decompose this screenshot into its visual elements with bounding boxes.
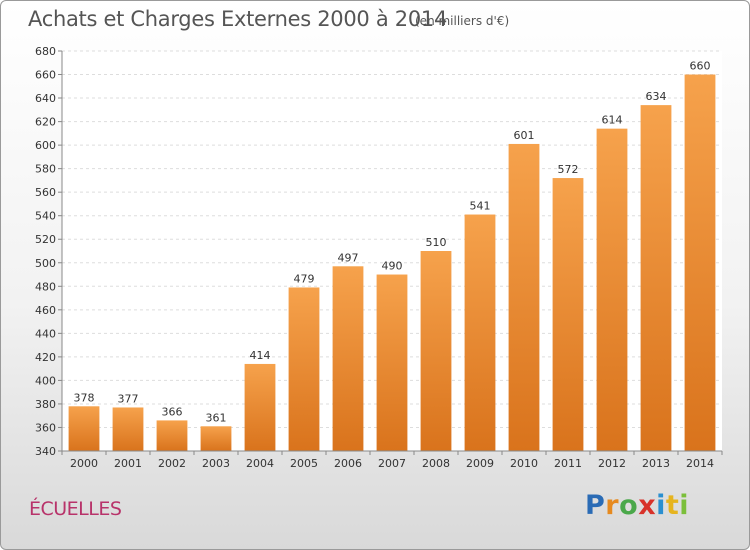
bar-value-label: 497	[338, 251, 359, 264]
y-tick-label: 360	[35, 421, 56, 434]
y-tick-label: 460	[35, 304, 56, 317]
x-axis: 2000 2001 2002 2003 2004 2005 2006 2007 2008 2009…	[61, 450, 723, 470]
bar-value-label: 378	[74, 391, 95, 404]
bar-2004	[244, 363, 276, 451]
x-tick-label: 2014	[686, 457, 714, 470]
bar-2014	[684, 74, 716, 451]
y-tick-label: 580	[35, 163, 56, 176]
chart-subtitle: (en milliers d'€)	[415, 14, 510, 28]
x-tick-label: 2000	[70, 457, 98, 470]
bar-value-label: 490	[382, 260, 403, 273]
x-tick-label: 2013	[642, 457, 670, 470]
y-tick-label: 500	[35, 257, 56, 270]
bar-2007	[376, 274, 408, 451]
y-tick-label: 440	[35, 327, 56, 340]
bar-2002	[156, 420, 188, 451]
y-tick-label: 620	[35, 116, 56, 129]
logo-letter: t	[665, 490, 680, 521]
bar-2005	[288, 287, 320, 451]
bar-value-label: 541	[470, 200, 491, 213]
y-tick-label: 380	[35, 398, 56, 411]
y-tick-label: 540	[35, 210, 56, 223]
bar-2012	[596, 128, 628, 451]
place-name: ÉCUELLES	[29, 498, 122, 520]
bar-value-label: 510	[426, 236, 447, 249]
bar-2001	[112, 407, 144, 451]
x-tick-label: 2001	[114, 457, 142, 470]
x-tick-label: 2011	[554, 457, 582, 470]
x-tick-label: 2010	[510, 457, 538, 470]
bar-value-label: 572	[558, 163, 579, 176]
bars: 378 377 366 361 414 479 497 490 510 541 601 572 614 6…	[68, 60, 716, 452]
y-tick-label: 340	[35, 445, 56, 458]
x-tick-label: 2003	[202, 457, 230, 470]
bar-2011	[552, 178, 584, 451]
bar-2008	[420, 251, 452, 451]
x-tick-label: 2005	[290, 457, 318, 470]
y-tick-label: 660	[35, 69, 56, 82]
bar-value-label: 660	[690, 60, 711, 73]
y-tick-label: 400	[35, 374, 56, 387]
y-tick-label: 600	[35, 139, 56, 152]
bar-value-label: 614	[602, 114, 623, 127]
x-tick-label: 2007	[378, 457, 406, 470]
logo-letter: i	[656, 490, 666, 521]
logo-letter: r	[605, 490, 620, 521]
bar-2009	[464, 214, 496, 451]
proxiti-logo: Proxiti	[585, 490, 689, 521]
logo-letter: P	[585, 490, 606, 521]
x-tick-label: 2012	[598, 457, 626, 470]
bar-2013	[640, 105, 672, 451]
y-tick-label: 520	[35, 233, 56, 246]
x-tick-label: 2009	[466, 457, 494, 470]
bar-value-label: 377	[118, 392, 139, 405]
logo-letter: i	[679, 490, 690, 521]
bar-2000	[68, 406, 100, 451]
bar-value-label: 414	[250, 349, 271, 362]
y-axis: 340 360 380 400 420 440 460 480 500 520 540 560 580 6…	[35, 45, 63, 458]
bar-value-label: 601	[514, 129, 535, 142]
bar-2006	[332, 266, 364, 451]
bar-value-label: 366	[162, 405, 183, 418]
chart-title: Achats et Charges Externes 2000 à 2014	[28, 7, 448, 31]
bar-2003	[200, 426, 232, 451]
y-tick-label: 680	[35, 45, 56, 58]
bar-2010	[508, 143, 540, 452]
x-tick-label: 2002	[158, 457, 186, 470]
x-tick-label: 2004	[246, 457, 274, 470]
y-tick-label: 560	[35, 186, 56, 199]
bar-value-label: 361	[206, 411, 227, 424]
x-tick-label: 2008	[422, 457, 450, 470]
bar-value-label: 634	[646, 90, 667, 103]
y-tick-label: 420	[35, 351, 56, 364]
logo-letter: o	[619, 490, 639, 521]
bar-value-label: 479	[294, 272, 315, 285]
y-tick-label: 640	[35, 92, 56, 105]
y-tick-label: 480	[35, 280, 56, 293]
x-tick-label: 2006	[334, 457, 362, 470]
logo-letter: x	[638, 490, 657, 521]
